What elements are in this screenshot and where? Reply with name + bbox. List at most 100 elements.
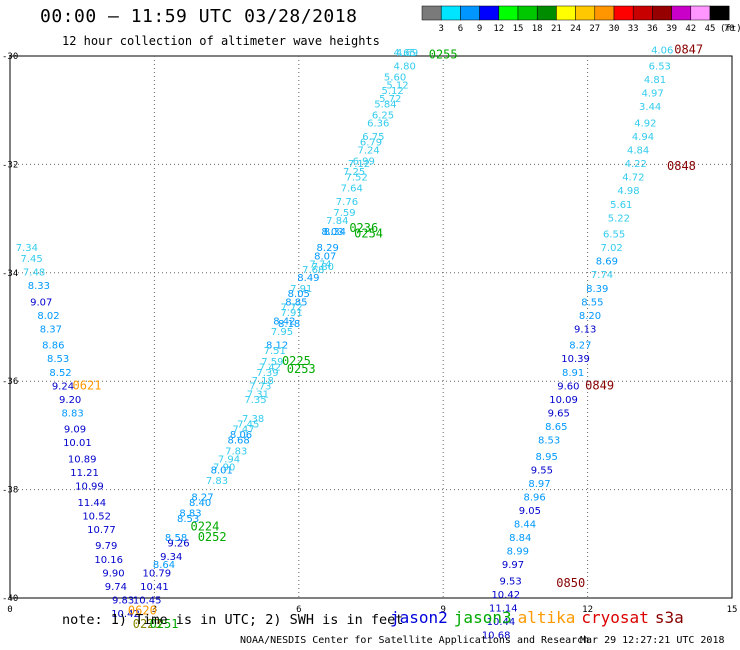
wave-height-value: 8.05 (288, 289, 310, 300)
wave-height-value: 10.52 (82, 511, 111, 522)
wave-height-value: 7.76 (336, 197, 358, 208)
wave-height-value: 8.68 (228, 436, 250, 447)
wave-height-value: 7.91 (290, 284, 312, 295)
wave-height-value: 8.49 (297, 273, 319, 284)
wave-height-value: 8.18 (278, 319, 300, 330)
wave-height-value: 7.42 (259, 362, 281, 373)
color-scale: 3 6 9 12 15 18 21 24 27 30 33 36 39 42 45 70(ft) (421, 5, 740, 34)
pass-time-label: 0850 (556, 576, 585, 590)
wave-height-value: 6.25 (372, 110, 394, 121)
wave-height-value: 7.91 (280, 308, 302, 319)
wave-height-value: 4.65 (394, 48, 416, 59)
wave-height-value: 7.25 (343, 167, 365, 178)
lon-tick-label: 15 (727, 605, 738, 615)
wave-height-value: 7.73 (249, 381, 271, 392)
wave-height-value: 9.05 (519, 506, 541, 517)
scale-label: 9 (477, 24, 482, 34)
wave-height-value: 5.60 (384, 72, 406, 83)
pass-time-label: 0255 (429, 48, 458, 62)
wave-height-value: 7.52 (345, 173, 367, 184)
wave-height-value: 4.69 (396, 48, 418, 59)
wave-height-value: 5.12 (382, 86, 404, 97)
scale-label: 18 (532, 24, 543, 34)
wave-height-value: 11.44 (78, 498, 107, 509)
wave-height-value: 7.18 (252, 376, 274, 387)
wave-height-value: 9.09 (64, 425, 86, 436)
wave-height-value: 7.47 (232, 425, 254, 436)
wave-height-value: 7.59 (261, 357, 283, 368)
scale-label: 3 (438, 24, 443, 34)
wave-height-value: 10.42 (111, 609, 140, 620)
wave-height-value: 8.42 (273, 316, 295, 327)
wave-height-value: 8.33 (28, 281, 50, 292)
wave-height-value: 3.44 (639, 102, 661, 113)
wave-height-value: 8.84 (509, 533, 531, 544)
wave-height-value: 8.64 (153, 560, 175, 571)
wave-height-value: 7.35 (244, 395, 266, 406)
wave-height-value: 7.12 (348, 159, 370, 170)
lat-tick-label: -34 (2, 269, 18, 279)
units-note: note: 1) Time is in UTC; 2) SWH is in fe… (62, 612, 404, 628)
wave-height-value: 10.41 (140, 582, 169, 593)
wave-height-value: 8.95 (536, 452, 558, 463)
pass-time-label: 0254 (354, 227, 383, 241)
wave-height-value: 7.80 (312, 262, 334, 273)
scale-label: 39 (666, 24, 677, 34)
wave-height-value: 9.90 (102, 568, 124, 579)
wave-height-value: 10.79 (142, 568, 171, 579)
wave-height-value: 4.22 (625, 159, 647, 170)
wave-height-value: 4.80 (394, 62, 416, 73)
scale-swatch (709, 5, 730, 21)
wave-height-value: 4.94 (632, 132, 654, 143)
lon-tick-label: 12 (582, 605, 593, 615)
wave-height-value: 5.22 (608, 213, 630, 224)
pass-time-label: 0847 (674, 42, 703, 56)
lon-tick-label: 9 (440, 605, 445, 615)
lat-tick-label: -36 (2, 377, 18, 387)
map-subtitle: 12 hour collection of altimeter wave hei… (62, 34, 380, 48)
wave-height-value: 7.59 (333, 208, 355, 219)
scale-label: 15 (513, 24, 524, 34)
wave-height-value: 11.14 (489, 604, 518, 615)
scale-label: 6 (458, 24, 463, 34)
wave-height-value: 10.45 (133, 595, 162, 606)
wave-height-value: 8.12 (266, 341, 288, 352)
wave-height-value: 7.74 (591, 270, 613, 281)
scale-label: 30 (609, 24, 620, 34)
wave-height-value: 5.72 (379, 94, 401, 105)
wave-height-value: 8.44 (514, 520, 536, 531)
wave-height-value: 8.53 (47, 354, 69, 365)
wave-height-value: 7.94 (218, 455, 240, 466)
wave-height-value: 7.84 (326, 216, 348, 227)
wave-height-value: 11.21 (70, 468, 99, 479)
credit-line: NOAA/NESDIS Center for Satellite Applica… (240, 635, 590, 646)
wave-height-value: 8.83 (61, 408, 83, 419)
wave-height-value: 6.36 (367, 118, 389, 129)
wave-height-value: 6.99 (353, 156, 375, 167)
wave-height-value: 10.89 (68, 455, 97, 466)
wave-height-value: 8.06 (230, 430, 252, 441)
scale-label: 24 (570, 24, 581, 34)
pass-time-label: 0849 (585, 378, 614, 392)
wave-height-value: 10.42 (491, 590, 520, 601)
wave-height-value: 8.97 (528, 479, 550, 490)
pass-time-label: 0848 (667, 159, 696, 173)
wave-height-value: 6.75 (362, 132, 384, 143)
wave-height-value: 8.20 (579, 311, 601, 322)
wave-height-value: 7.83 (225, 446, 247, 457)
wave-height-value: 9.65 (548, 408, 570, 419)
wave-height-value: 7.34 (16, 243, 38, 254)
wave-height-value: 8.34 (324, 227, 346, 238)
wave-height-value: 8.39 (586, 284, 608, 295)
wave-height-value: 9.83 (112, 595, 134, 606)
wave-height-value: 8.02 (37, 311, 59, 322)
wave-height-value: 5.12 (386, 81, 408, 92)
wave-height-value: 9.24 (52, 381, 74, 392)
lat-tick-label: -38 (2, 486, 18, 496)
pass-time-label: 0620 (128, 603, 157, 617)
wave-height-value: 9.55 (531, 465, 553, 476)
wave-height-value: 4.06 (651, 45, 673, 56)
pass-time-label: 0236 (349, 221, 378, 235)
generated-timestamp: Mar 29 12:27:21 UTC 2018 (580, 635, 725, 646)
